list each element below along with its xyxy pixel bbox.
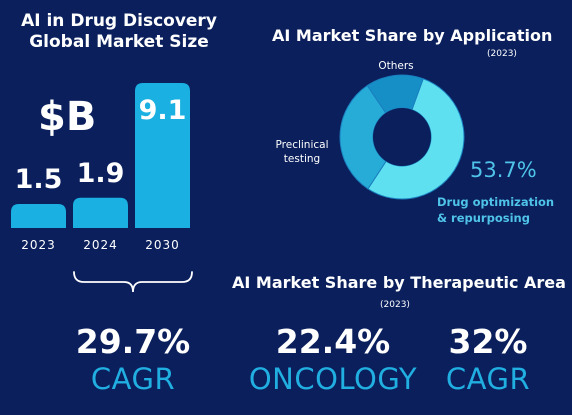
slice-label-others: Others <box>378 60 414 72</box>
therapeutic-cagr-value: 32% <box>448 322 528 361</box>
therapeutic-title: AI Market Share by Therapeutic Area <box>232 273 566 292</box>
year-label-2023: 2023 <box>21 238 56 252</box>
slice-label-drug: Drug optimization & repurposing <box>437 194 554 226</box>
market-size-title-line2: Global Market Size <box>29 32 209 52</box>
market-size-title: AI in Drug Discovery Global Market Size <box>6 11 232 53</box>
slice-label-preclinical-line1: Preclinical <box>275 139 329 151</box>
slice-label-drug-line1: Drug optimization <box>437 195 555 209</box>
slice-label-drug-line2: & repurposing <box>437 211 530 225</box>
oncology-value: 22.4% <box>275 322 391 361</box>
therapeutic-cagr-label: CAGR <box>445 362 531 396</box>
donut-hole <box>373 108 431 166</box>
year-label-2024: 2024 <box>83 238 118 252</box>
bar-value-2023: 1.5 <box>14 164 63 195</box>
slice-value-drug: 53.7% <box>470 158 537 182</box>
application-subtitle: (2023) <box>487 49 517 59</box>
market-cagr-value: 29.7% <box>75 322 191 361</box>
slice-label-preclinical: Preclinical testing <box>266 138 338 166</box>
market-cagr-label: CAGR <box>90 362 176 396</box>
unit-label: $B <box>38 94 97 140</box>
slice-label-preclinical-line2: testing <box>283 153 321 165</box>
market-size-bar-chart <box>11 83 190 228</box>
market-size-title-line1: AI in Drug Discovery <box>21 11 217 31</box>
oncology-label: ONCOLOGY <box>248 362 418 396</box>
application-donut-chart <box>339 74 465 200</box>
year-label-2030: 2030 <box>145 238 180 252</box>
therapeutic-subtitle: (2023) <box>380 300 410 310</box>
bracket-icon <box>73 271 193 293</box>
application-title: AI Market Share by Application <box>272 26 553 45</box>
bar-2030 <box>135 83 190 228</box>
bar-value-2030: 9.1 <box>138 95 187 126</box>
bar-2024 <box>73 197 128 228</box>
bar-value-2024: 1.9 <box>76 157 125 189</box>
bar-2023 <box>11 204 66 228</box>
